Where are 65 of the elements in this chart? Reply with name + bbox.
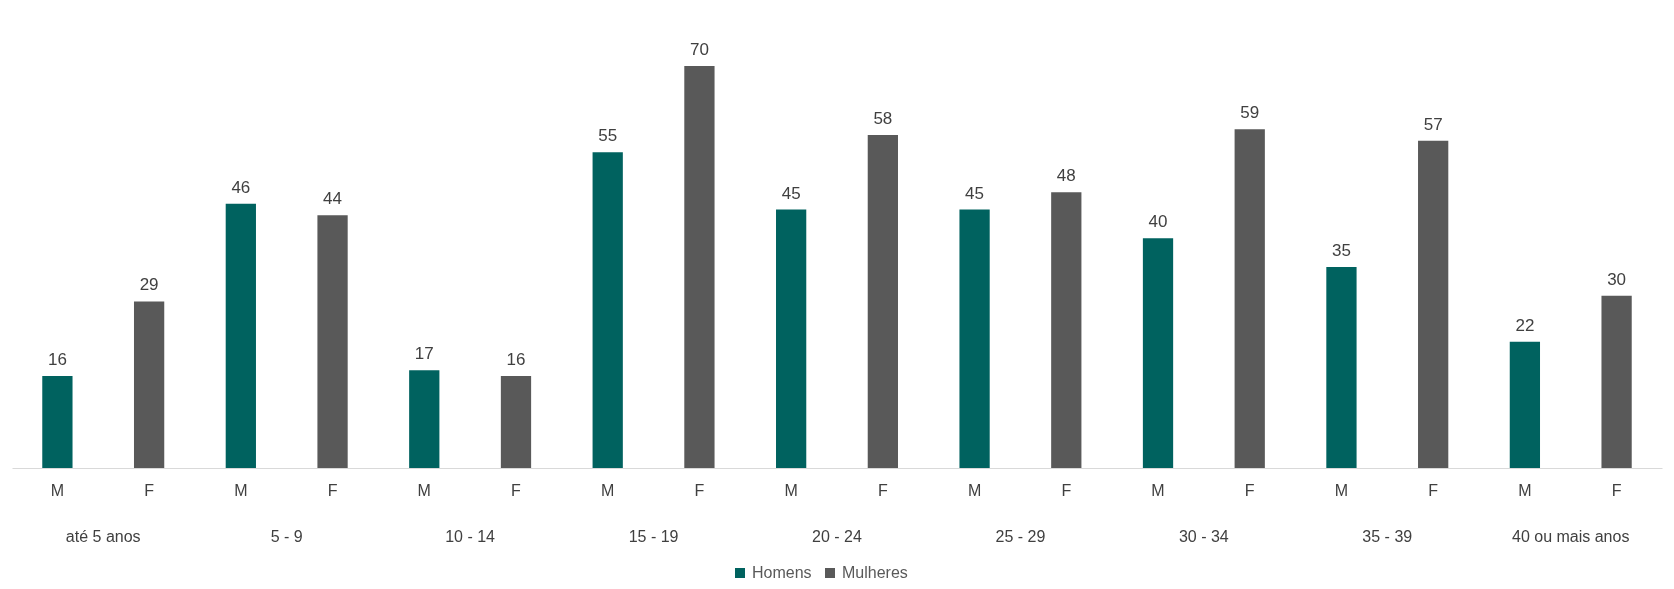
text: até 5 anos (65, 528, 141, 545)
data-label: 58 (873, 108, 893, 128)
x-tick-label: F (694, 481, 705, 499)
data-label: 17 (414, 344, 434, 364)
data-label: 46 (231, 177, 251, 197)
data-label: 59 (1240, 103, 1260, 123)
bar (317, 215, 348, 468)
data-label: 57 (1423, 114, 1443, 134)
text: 40 ou mais anos (1512, 528, 1630, 545)
text: 35 - 39 (1362, 528, 1413, 545)
x-tick-label: M (50, 481, 65, 499)
text: 5 - 9 (270, 528, 303, 545)
data-label: 70 (689, 40, 709, 59)
x-tick-label: M (784, 481, 798, 499)
data-label: 55 (598, 126, 618, 146)
data-label: 44 (323, 189, 343, 209)
bar (684, 66, 715, 468)
bar (1326, 267, 1357, 468)
text: 25 - 29 (995, 528, 1046, 545)
x-tick-label: F (327, 481, 338, 499)
legend-label: Mulheres (842, 564, 908, 581)
data-label: 48 (1056, 166, 1076, 186)
x-tick-label: M (1151, 481, 1165, 499)
bar (133, 301, 165, 468)
legend-label: Homens (752, 564, 812, 581)
text: 20 - 24 (812, 528, 862, 545)
x-tick-label: M (967, 481, 982, 499)
x-tick-label: F (1244, 481, 1255, 499)
bar (1509, 341, 1541, 468)
x-tick-label: M (417, 481, 431, 499)
x-tick-label: F (511, 481, 522, 499)
x-tick-label: F (1611, 481, 1622, 499)
x-tick-label: M (601, 481, 615, 499)
x-tick-label: M (234, 481, 248, 499)
data-label: 22 (1515, 315, 1535, 335)
text: 30 - 34 (1178, 528, 1229, 545)
text: 10 - 14 (445, 528, 496, 545)
bar (409, 370, 440, 468)
x-tick-label: F (1061, 481, 1072, 499)
bar (225, 203, 256, 468)
bar (1418, 140, 1449, 468)
bar (959, 209, 990, 468)
data-label: 40 (1148, 212, 1168, 232)
bar (42, 376, 73, 468)
data-label: 35 (1331, 241, 1351, 260)
bar (1051, 192, 1082, 468)
data-label: 16 (506, 350, 526, 370)
data-label: 29 (139, 275, 159, 295)
bar (1234, 129, 1265, 468)
x-tick-label: F (144, 481, 155, 499)
bar (867, 134, 898, 468)
x-tick-label: F (1428, 481, 1439, 499)
x-tick-label: M (1334, 481, 1349, 499)
bar (500, 376, 532, 468)
data-label: 45 (965, 183, 985, 203)
bar (592, 152, 623, 468)
text: 15 - 19 (628, 528, 679, 545)
x-tick-label: F (877, 481, 888, 499)
bar (1142, 238, 1174, 468)
bar (776, 209, 807, 468)
data-label: 45 (781, 183, 801, 203)
data-label: 16 (47, 350, 67, 370)
x-tick-label: M (1518, 481, 1532, 499)
data-label: 30 (1607, 269, 1627, 289)
bar (1601, 295, 1632, 468)
